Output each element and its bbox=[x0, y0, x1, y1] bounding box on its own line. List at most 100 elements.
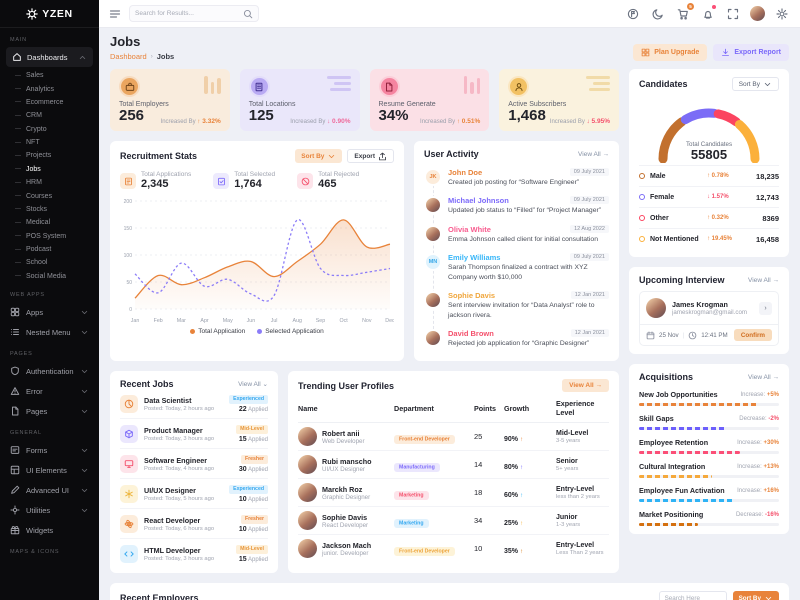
job-posted: Posted: Today, 6 hours ago bbox=[144, 525, 215, 532]
settings-gear-icon[interactable] bbox=[774, 6, 790, 22]
department-badge: Front-end Developer bbox=[394, 547, 455, 557]
table-row[interactable]: Robert anii Web Developer Front-end Deve… bbox=[298, 423, 609, 452]
segment-value: 12,743 bbox=[756, 192, 779, 202]
job-icon bbox=[120, 424, 138, 443]
profile-role: Web Developer bbox=[322, 437, 365, 445]
sidebar-subitem[interactable]: — Crypto bbox=[15, 125, 47, 133]
user-activity-view-all[interactable]: View All → bbox=[578, 150, 609, 158]
app-logo[interactable]: YZEN bbox=[0, 0, 99, 28]
svg-text:Oct: Oct bbox=[340, 318, 349, 324]
sidebar-item-dashboards[interactable]: Dashboards bbox=[6, 47, 93, 67]
job-row[interactable]: Software Engineer Posted: Today, 4 hours… bbox=[120, 449, 268, 480]
dash-bullet-icon: — bbox=[15, 233, 21, 240]
experience-years: 3-5 years bbox=[556, 437, 581, 444]
sidebar-item[interactable]: Forms bbox=[0, 440, 99, 460]
dark-mode-moon-icon[interactable] bbox=[650, 6, 666, 22]
search-icon[interactable] bbox=[243, 9, 253, 19]
user-avatar[interactable] bbox=[750, 6, 765, 21]
sidebar-subitem[interactable]: — HRM bbox=[15, 179, 42, 187]
activity-row[interactable]: MN Emily Williams 09 July 2021 Sarah Tho… bbox=[424, 249, 609, 287]
language-flag-icon[interactable] bbox=[625, 6, 641, 22]
svg-text:0: 0 bbox=[129, 307, 132, 313]
job-row[interactable]: React Developer Posted: Today, 6 hours a… bbox=[120, 509, 268, 540]
sidebar-subitem[interactable]: — Social Media bbox=[15, 272, 67, 280]
sidebar-item[interactable]: Widgets bbox=[0, 520, 99, 540]
sidebar-item[interactable]: Advanced UI bbox=[0, 480, 99, 500]
global-search[interactable] bbox=[129, 5, 259, 22]
stat-card-label: Resume Generate bbox=[378, 101, 436, 108]
search-input[interactable] bbox=[135, 10, 239, 17]
recruitment-stats-card: Recruitment Stats Sort By Export bbox=[110, 141, 404, 362]
acquisitions-view-all[interactable]: View All → bbox=[748, 373, 779, 381]
export-report-button[interactable]: Export Report bbox=[713, 44, 789, 61]
segment-change: ↑ 19.45% bbox=[707, 236, 733, 242]
breadcrumb: Dashboard › Jobs bbox=[110, 52, 174, 61]
sidebar-subitem[interactable]: — Ecommerce bbox=[15, 98, 64, 106]
table-row[interactable]: Rubi manscho UI/UX Designer Manufacturin… bbox=[298, 451, 609, 480]
sidebar-group: GENERAL Forms UI Element bbox=[0, 430, 99, 540]
table-row[interactable]: Jackson Mach junior. Developer Front-end… bbox=[298, 535, 609, 562]
activity-row[interactable]: Michael Johnson 09 July 2021 Updated job… bbox=[424, 192, 609, 221]
sidebar-item[interactable]: Utilities bbox=[0, 500, 99, 520]
breadcrumb-dashboard[interactable]: Dashboard bbox=[110, 52, 147, 61]
interview-next-button[interactable]: › bbox=[759, 301, 772, 315]
sidebar-item[interactable]: Authentication bbox=[0, 361, 99, 381]
job-level-badge: Experienced bbox=[229, 484, 268, 494]
sidebar-subitem[interactable]: — CRM bbox=[15, 112, 42, 120]
sidebar-item[interactable]: UI Elements bbox=[0, 460, 99, 480]
confirm-button[interactable]: Confirm bbox=[733, 329, 772, 341]
cart-icon[interactable]: 5 bbox=[675, 2, 694, 22]
sidebar-subitem[interactable]: — Sales bbox=[15, 72, 44, 80]
sidebar-item-icon bbox=[10, 366, 20, 376]
sidebar-subitem[interactable]: — Courses bbox=[15, 192, 53, 200]
acquisition-row: Employee Retention Increase: +30% bbox=[639, 438, 779, 454]
chart-legend: Total Application Selected Application bbox=[120, 328, 394, 335]
plan-upgrade-button[interactable]: Plan Upgrade bbox=[633, 44, 708, 61]
sidebar-section-label: MAPS & ICONS bbox=[10, 549, 60, 555]
sidebar-subitem[interactable]: — Projects bbox=[15, 152, 52, 160]
chevron-down-icon bbox=[763, 80, 772, 89]
svg-text:Feb: Feb bbox=[154, 318, 163, 324]
recruitment-sortby-button[interactable]: Sort By bbox=[295, 149, 343, 163]
topbar-icons: 5 bbox=[625, 2, 790, 22]
sidebar-item[interactable]: Error bbox=[0, 381, 99, 401]
job-title: React Developer bbox=[144, 515, 201, 525]
employers-search-input[interactable] bbox=[658, 590, 727, 600]
sidebar-subitem[interactable]: — NFT bbox=[15, 139, 40, 147]
employers-sortby-button[interactable]: Sort By bbox=[732, 590, 779, 600]
activity-row[interactable]: David Brown 12 Jan 2021 Rejected job app… bbox=[424, 325, 609, 354]
sidebar-item[interactable]: Nested Menu bbox=[0, 322, 99, 342]
growth-value: 35% ↑ bbox=[504, 547, 524, 555]
fullscreen-icon[interactable] bbox=[725, 6, 741, 22]
sidebar-subitem[interactable]: — Jobs bbox=[15, 165, 41, 173]
home-icon bbox=[12, 52, 22, 62]
sidebar-subitem[interactable]: — School bbox=[15, 259, 48, 267]
job-row[interactable]: Data Scientist Posted: Today, 2 hours ag… bbox=[120, 389, 268, 420]
experience-level: Entry-Level bbox=[556, 485, 595, 493]
hamburger-menu-icon[interactable] bbox=[109, 8, 121, 20]
recent-jobs-view-all[interactable]: View All ⌄ bbox=[238, 381, 268, 389]
trending-view-all-button[interactable]: View All → bbox=[562, 379, 609, 393]
svg-text:Aug: Aug bbox=[293, 318, 302, 324]
activity-row[interactable]: Sophie Davis 12 Jan 2021 Sent interview … bbox=[424, 287, 609, 325]
sidebar-item[interactable]: Apps bbox=[0, 302, 99, 322]
sidebar-subitem[interactable]: — POS System bbox=[15, 232, 67, 240]
interview-view-all[interactable]: View All → bbox=[748, 276, 779, 284]
sidebar-item[interactable]: Pages bbox=[0, 401, 99, 421]
job-level-badge: Mid-Level bbox=[236, 544, 268, 554]
sidebar-subitem[interactable]: — Podcast bbox=[15, 246, 52, 254]
candidates-sortby-button[interactable]: Sort By bbox=[731, 77, 779, 91]
job-row[interactable]: UI/UX Designer Posted: Today, 5 hours ag… bbox=[120, 479, 268, 510]
activity-row[interactable]: JK John Doe 09 July 2021 Created job pos… bbox=[424, 163, 609, 192]
job-row[interactable]: Product Manager Posted: Today, 3 hours a… bbox=[120, 419, 268, 450]
sidebar-subitem[interactable]: — Medical bbox=[15, 219, 51, 227]
recruitment-export-button[interactable]: Export bbox=[347, 149, 394, 163]
sidebar-subitem[interactable]: — Analytics bbox=[15, 85, 55, 93]
table-row[interactable]: Marckh Roz Graphic Designer Marketing 18… bbox=[298, 479, 609, 508]
activity-row[interactable]: Olivia White 12 Aug 2022 Emma Johnson ca… bbox=[424, 220, 609, 249]
notifications-bell-icon[interactable] bbox=[700, 4, 716, 22]
job-row[interactable]: HTML Developer Posted: Today, 3 hours ag… bbox=[120, 539, 268, 565]
sidebar-subitem[interactable]: — Stocks bbox=[15, 205, 48, 213]
table-row[interactable]: Sophie Davis React Developer Marketing 3… bbox=[298, 507, 609, 536]
legend-item: Total Application bbox=[190, 328, 245, 335]
